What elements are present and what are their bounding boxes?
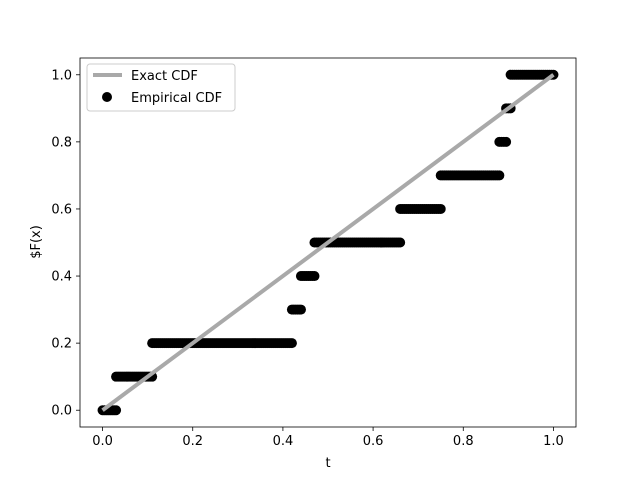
exact-cdf-line: [101, 73, 555, 412]
empirical-cdf-point: [494, 170, 505, 181]
x-tick-label: 0.6: [363, 434, 384, 449]
x-tick-label: 0.2: [182, 434, 203, 449]
x-tick-label: 1.0: [543, 434, 564, 449]
empirical-cdf-point: [435, 203, 446, 214]
empirical-cdf-point: [286, 338, 297, 349]
legend: Exact CDF Empirical CDF: [86, 63, 236, 112]
y-tick-label: 0.4: [51, 270, 72, 285]
y-axis-label: $F(x): [29, 225, 44, 259]
empirical-cdf-point: [501, 136, 512, 147]
y-tick-label: 0.8: [51, 135, 72, 150]
x-tick-label: 0.0: [92, 434, 113, 449]
plot-area: [97, 69, 559, 416]
empirical-cdf-point: [309, 271, 320, 282]
legend-empirical-cdf-label: Empirical CDF: [131, 91, 222, 106]
x-tick-label: 0.8: [453, 434, 474, 449]
empirical-cdf-point: [111, 405, 122, 416]
y-tick-label: 0.0: [51, 404, 72, 419]
x-tick-label: 0.4: [273, 434, 294, 449]
y-tick-label: 0.6: [51, 202, 72, 217]
axes-frame: [79, 57, 577, 428]
empirical-cdf-point: [395, 237, 406, 248]
x-axis-label: t: [325, 456, 330, 471]
y-tick-label: 1.0: [51, 68, 72, 83]
legend-box: [86, 63, 236, 112]
y-tick-label: 0.2: [51, 337, 72, 352]
x-axis-ticks: 0.0 0.2 0.4 0.6 0.8 1.0: [92, 427, 564, 449]
empirical-cdf-point: [295, 304, 306, 315]
legend-empirical-cdf-swatch: [102, 92, 112, 102]
legend-exact-cdf-label: Exact CDF: [131, 69, 198, 84]
y-axis-ticks: 0.0 0.2 0.4 0.6 0.8 1.0: [51, 68, 80, 419]
